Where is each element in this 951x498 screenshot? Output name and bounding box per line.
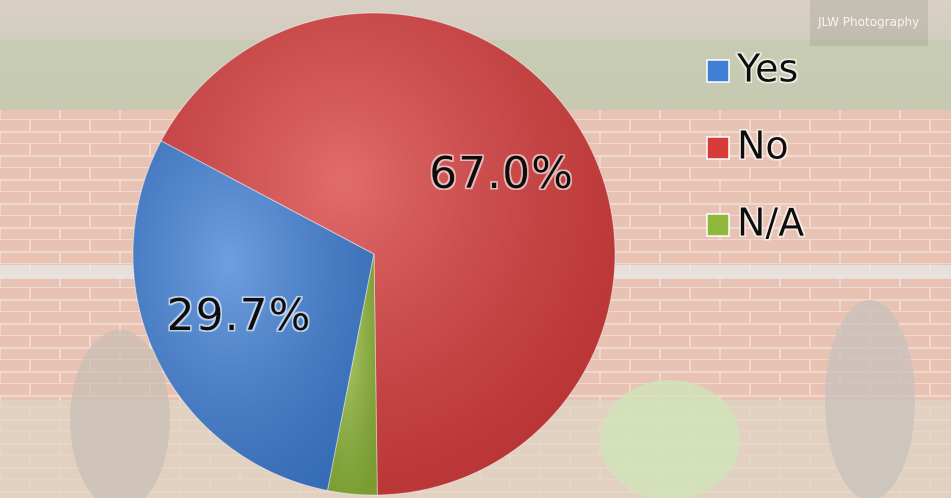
legend-label: N/A: [737, 201, 804, 245]
legend-swatch: [706, 59, 730, 83]
legend-swatch: [706, 136, 730, 160]
watermark: JLW Photography: [817, 15, 919, 29]
legend-label: Yes: [736, 47, 798, 91]
legend-label: No: [737, 124, 789, 168]
data-label: 67.0%: [429, 148, 574, 199]
data-label: 29.7%: [167, 290, 312, 341]
legend-swatch: [706, 213, 730, 237]
